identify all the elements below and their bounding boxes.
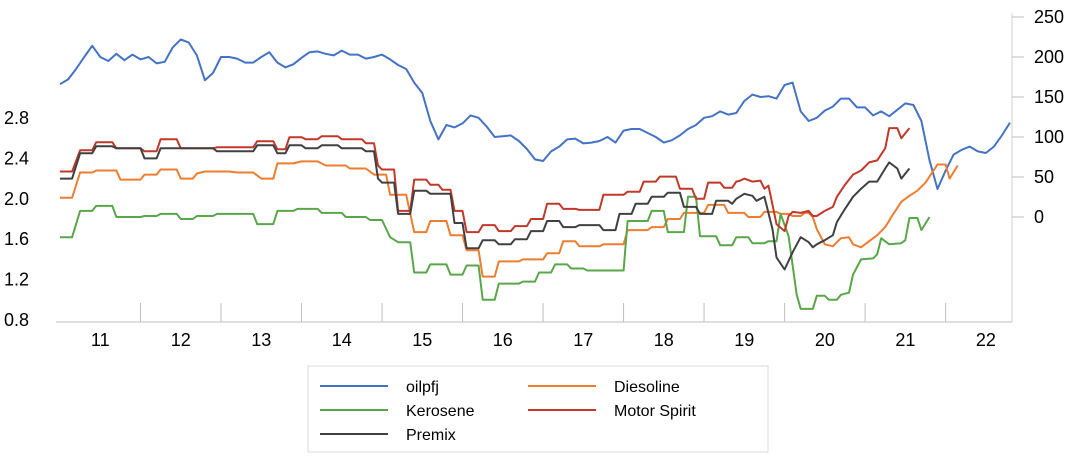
legend-label: Kerosene — [406, 403, 475, 420]
y-right-tick-label: 200 — [1034, 47, 1064, 67]
series-line-diesoline — [60, 160, 959, 278]
y-left-tick-label: 1.6 — [4, 229, 29, 249]
x-tick-label: 22 — [976, 330, 996, 350]
x-tick-label: 17 — [573, 330, 593, 350]
y-right-tick-label: 100 — [1034, 127, 1064, 147]
series-line-motor-spirit — [60, 127, 911, 234]
x-tick-label: 15 — [412, 330, 432, 350]
y-right-tick-label: 250 — [1034, 7, 1064, 27]
legend-label: Diesoline — [614, 379, 680, 396]
y-right-tick-label: 0 — [1034, 207, 1044, 227]
legend-label: oilpfj — [406, 379, 439, 396]
x-tick-label: 19 — [734, 330, 754, 350]
y-right-tick-label: 50 — [1034, 167, 1054, 187]
legend-label: Premix — [406, 427, 456, 444]
y-left-tick-label: 1.2 — [4, 270, 29, 290]
y-left-tick-label: 0.8 — [4, 310, 29, 330]
legend-label: Motor Spirit — [614, 403, 696, 420]
left-axis: 0.8 1.2 1.6 2.0 2.4 2.8 — [4, 108, 29, 330]
x-tick-label: 18 — [654, 330, 674, 350]
right-axis: 0 50 100 150 200 250 — [1011, 7, 1064, 322]
series-line-kerosene — [60, 195, 931, 310]
x-tick-label: 14 — [332, 330, 352, 350]
y-left-tick-label: 2.8 — [4, 108, 29, 128]
x-tick-label: 21 — [895, 330, 915, 350]
y-right-tick-label: 150 — [1034, 87, 1064, 107]
x-tick-label: 12 — [171, 330, 191, 350]
legend: oilpfj Diesoline Kerosene Motor Spirit Premi… — [307, 365, 769, 453]
y-left-tick-label: 2.0 — [4, 189, 29, 209]
x-tick-label: 11 — [91, 330, 110, 350]
x-tick-label: 13 — [251, 330, 271, 350]
series-line-oilpfj — [59, 38, 1011, 190]
series-line-premix — [60, 144, 911, 271]
y-left-tick-label: 2.4 — [4, 148, 29, 168]
x-tick-label: 16 — [493, 330, 513, 350]
series-layer — [59, 38, 1011, 310]
x-axis: 11 12 13 14 15 16 17 18 19 20 21 22 — [56, 303, 1012, 350]
x-tick-label: 20 — [815, 330, 835, 350]
